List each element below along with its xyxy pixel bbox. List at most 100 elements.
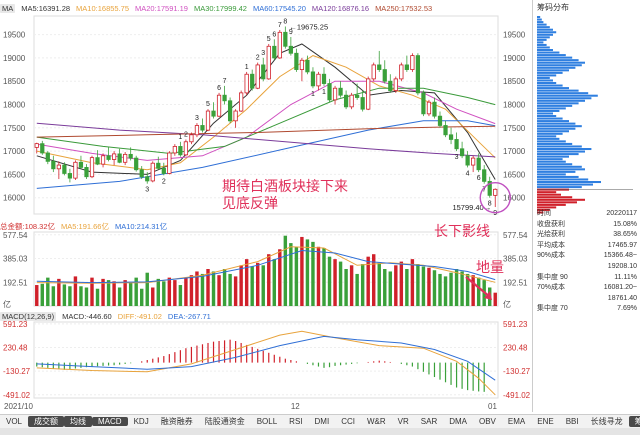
volume-bar xyxy=(449,272,453,306)
ma250-legend: MA250:17532.53 xyxy=(375,3,433,13)
tab--[interactable]: 融资融券 xyxy=(160,417,193,426)
volume-bar xyxy=(244,259,249,306)
candle xyxy=(371,64,376,80)
chip-bar xyxy=(537,79,553,82)
chip-bar xyxy=(537,33,553,36)
chip-bar xyxy=(537,137,560,140)
macd-line-diff xyxy=(36,330,496,396)
candle xyxy=(67,173,73,179)
volume-bar xyxy=(476,277,481,306)
candle xyxy=(465,155,470,166)
volume-bar xyxy=(57,278,61,306)
tab-boll[interactable]: BOLL xyxy=(256,417,278,426)
volume-bar xyxy=(51,286,56,306)
stat-row: 平均成本 17465.97 xyxy=(537,241,637,252)
chip-bar xyxy=(537,181,601,184)
tab--[interactable]: 陆股通资金 xyxy=(204,417,245,426)
chip-bar xyxy=(537,188,569,191)
price-tick-right: 19500 xyxy=(503,31,526,40)
candle xyxy=(145,176,150,182)
candle xyxy=(382,69,387,82)
candle xyxy=(233,110,238,122)
tab-ema[interactable]: EMA xyxy=(507,417,526,426)
volume-bar xyxy=(355,273,359,306)
stat-row: 集中度 70 7.69% xyxy=(537,304,637,315)
candle-count-label: 4 xyxy=(466,170,470,177)
candle xyxy=(128,153,133,159)
tab-obv[interactable]: OBV xyxy=(479,417,496,426)
chip-bar xyxy=(537,170,576,173)
price-tick-right: 16000 xyxy=(503,194,526,203)
tab--[interactable]: 成交额 xyxy=(28,416,65,427)
volume-bar xyxy=(123,280,127,306)
candle-count-label: 2 xyxy=(184,131,188,138)
chip-bar xyxy=(537,165,582,168)
stat-key: 收盘获利 xyxy=(537,220,565,228)
tab-sar[interactable]: SAR xyxy=(420,417,438,426)
volume-bar xyxy=(189,275,194,306)
macd-tick-right: -491.02 xyxy=(503,391,531,400)
volume-bar xyxy=(267,254,271,306)
ma20-legend: MA20:17591.19 xyxy=(135,3,188,13)
tab-dma[interactable]: DMA xyxy=(449,417,467,426)
price-tick-left: 18000 xyxy=(3,101,26,110)
chip-bar xyxy=(537,56,573,59)
ma-tag: MA xyxy=(0,3,16,13)
candle-count-label: 3 xyxy=(195,115,199,122)
tab-rsi[interactable]: RSI xyxy=(289,417,303,426)
candle xyxy=(156,162,161,169)
tab-ene[interactable]: ENE xyxy=(537,417,554,426)
candle xyxy=(150,162,155,182)
price-panel: 16000 16000 16500 16500 17000 17000 17500 17500… xyxy=(3,15,526,217)
candle xyxy=(45,152,50,162)
stat-key: 平均成本 xyxy=(537,241,565,249)
tab--[interactable]: 均线 xyxy=(64,416,93,427)
candle xyxy=(343,94,349,108)
volume-bar xyxy=(388,271,392,306)
tab-macd[interactable]: MACD xyxy=(92,417,128,426)
candle xyxy=(73,161,78,179)
candle xyxy=(266,45,271,80)
volume-bar xyxy=(272,259,276,306)
candle xyxy=(316,73,321,87)
candle-count-label: 1 xyxy=(178,134,182,141)
candle xyxy=(84,167,89,178)
chip-button[interactable]: 筹码 xyxy=(628,416,640,427)
chip-bar xyxy=(537,208,550,211)
chip-bar xyxy=(537,142,573,145)
candle xyxy=(355,94,360,98)
candle xyxy=(482,169,487,182)
volume-bar xyxy=(316,246,321,306)
tab-kdj[interactable]: KDJ xyxy=(133,417,149,426)
candle xyxy=(261,64,266,80)
chip-bar xyxy=(537,140,566,143)
chip-bar xyxy=(537,145,582,148)
vol-total-legend: 总金额:108.32亿 xyxy=(0,221,56,231)
long-shadow-circle xyxy=(479,181,511,214)
volume-bar xyxy=(405,269,409,306)
candle xyxy=(167,152,172,174)
candle xyxy=(250,73,255,89)
tab-w-r[interactable]: W&R xyxy=(366,417,386,426)
candle xyxy=(366,78,371,110)
candle-count-label: 3 xyxy=(261,50,265,57)
tab-cci[interactable]: CCI xyxy=(341,417,355,426)
indicator-tab-bar: VOL 成交额 均线 MACD KDJ 融资融券 陆股通资金 BOLL RSI DMI CCI W&R… xyxy=(0,414,640,428)
candle-count-label: 5 xyxy=(267,36,271,43)
tab-vr[interactable]: VR xyxy=(397,417,409,426)
chip-bar xyxy=(537,153,579,156)
price-tick-left: 19000 xyxy=(3,54,26,63)
vol-ma10-legend: MA10:214.31亿 xyxy=(114,221,168,231)
tab-vol[interactable]: VOL xyxy=(6,417,23,426)
chart-canvas: 16000 16000 16500 16500 17000 17000 17500 17500… xyxy=(3,15,531,411)
volume-bar xyxy=(206,269,210,306)
chip-bar xyxy=(537,117,563,120)
tab-bbi[interactable]: BBI xyxy=(565,417,579,426)
candle xyxy=(454,139,459,150)
chip-bar xyxy=(537,122,576,125)
tab-dmi[interactable]: DMI xyxy=(314,417,330,426)
volume-bar xyxy=(410,259,415,306)
tab--[interactable]: 长线寻龙 xyxy=(590,417,623,426)
candle xyxy=(277,31,282,59)
ma60-legend: MA60:17545.20 xyxy=(252,3,306,13)
